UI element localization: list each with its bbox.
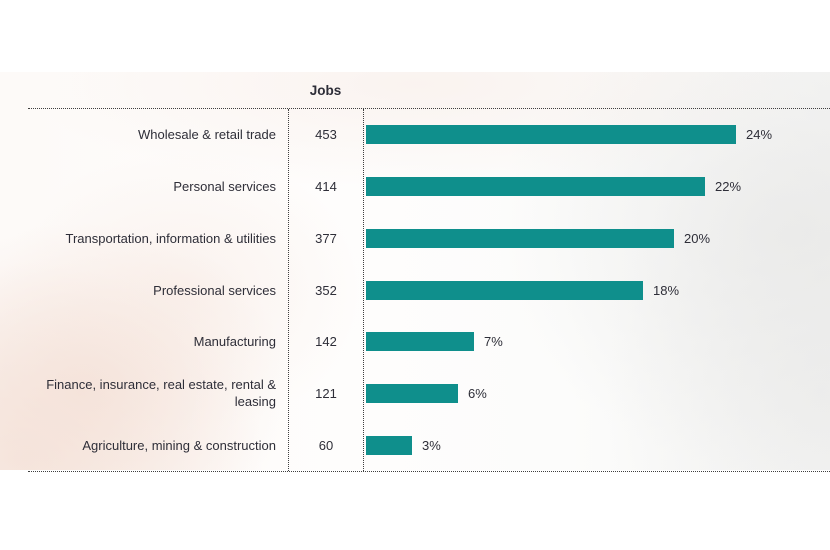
bar-cell: 18% (364, 264, 830, 316)
column-divider-right (363, 109, 364, 471)
category-label: Agriculture, mining & construction (82, 437, 276, 453)
bar-cell: 6% (364, 368, 830, 420)
percent-label: 20% (684, 230, 711, 246)
chart-row: Finance, insurance, real estate, rental … (28, 368, 830, 420)
bar (366, 383, 458, 403)
jobs-value: 377 (315, 230, 337, 246)
percent-label: 3% (422, 437, 441, 453)
bar (366, 280, 643, 300)
jobs-value: 142 (315, 334, 337, 350)
category-label: Manufacturing (193, 334, 276, 350)
bar-cell: 20% (364, 212, 830, 264)
bar-cell: 3% (364, 419, 830, 471)
jobs-value: 414 (315, 179, 337, 195)
percent-label: 7% (484, 334, 503, 350)
category-label: Personal services (173, 179, 276, 195)
bar-cell: 7% (364, 316, 830, 368)
bar (366, 177, 705, 197)
jobs-value: 453 (315, 127, 337, 143)
category-label: Finance, insurance, real estate, rental … (46, 377, 276, 410)
bar-cell: 22% (364, 161, 830, 213)
percent-label: 24% (746, 127, 773, 143)
bar-cell: 24% (364, 109, 830, 161)
percent-label: 22% (715, 179, 742, 195)
bar (366, 332, 474, 352)
bar-chart: Wholesale & retail trade 453 24% Persona… (28, 108, 830, 472)
chart-row: Professional services 352 18% (28, 264, 830, 316)
bar (366, 125, 736, 145)
jobs-value: 352 (315, 282, 337, 298)
chart-row: Wholesale & retail trade 453 24% (28, 109, 830, 161)
category-label: Professional services (153, 282, 276, 298)
bar (366, 435, 412, 455)
chart-row: Personal services 414 22% (28, 161, 830, 213)
category-label: Wholesale & retail trade (137, 127, 276, 143)
category-label: Transportation, information & utilities (65, 230, 276, 246)
jobs-column-header: Jobs (309, 83, 342, 98)
column-divider-left (288, 109, 289, 471)
chart-row: Manufacturing 142 7% (28, 316, 830, 368)
bar (366, 228, 674, 248)
jobs-value: 121 (315, 385, 337, 401)
percent-label: 6% (468, 385, 487, 401)
chart-rows: Wholesale & retail trade 453 24% Persona… (28, 109, 830, 471)
chart-row: Transportation, information & utilities … (28, 212, 830, 264)
percent-label: 18% (653, 282, 680, 298)
chart-row: Agriculture, mining & construction 60 3% (28, 419, 830, 471)
jobs-value: 60 (318, 437, 334, 453)
